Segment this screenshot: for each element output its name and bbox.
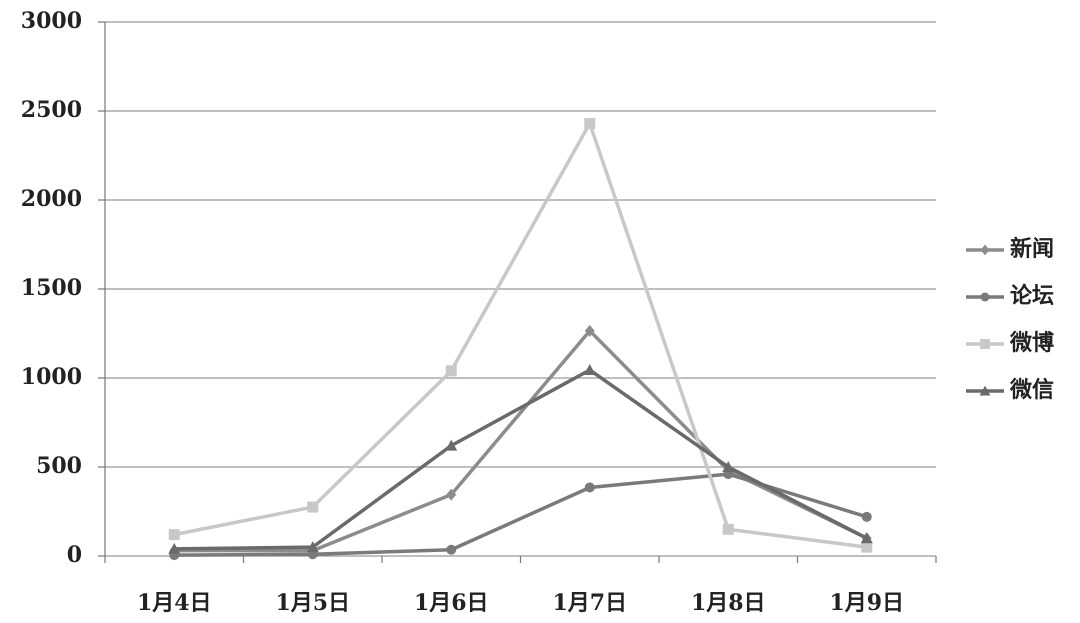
y-tick-label: 2000 — [21, 186, 82, 212]
y-tick-label: 1000 — [21, 364, 82, 390]
marker — [307, 501, 319, 513]
series-line — [173, 121, 867, 549]
legend-label: 新闻 — [1010, 236, 1054, 262]
series-line — [174, 472, 868, 557]
marker — [980, 339, 990, 349]
marker — [860, 532, 873, 544]
marker — [980, 292, 990, 302]
marker — [722, 523, 734, 535]
x-tick-label: 1月7日 — [552, 590, 627, 616]
marker — [306, 541, 319, 553]
marker — [583, 363, 596, 375]
legend-label: 论坛 — [1010, 283, 1054, 309]
marker — [584, 324, 595, 337]
x-tick-label: 1月5日 — [275, 590, 350, 616]
marker — [722, 461, 735, 472]
series-line — [174, 368, 868, 551]
marker — [584, 117, 596, 129]
legend-label: 微博 — [1009, 330, 1054, 356]
y-tick-label: 0 — [67, 542, 82, 568]
marker — [445, 439, 458, 451]
y-tick-label: 500 — [36, 453, 82, 479]
y-tick-label: 1500 — [21, 275, 82, 301]
marker — [446, 488, 457, 501]
marker — [168, 542, 181, 554]
marker — [168, 529, 180, 541]
x-tick-label: 1月8日 — [691, 590, 766, 616]
marker — [980, 244, 990, 256]
x-tick-label: 1月9日 — [829, 590, 904, 616]
y-tick-label: 3000 — [21, 8, 82, 34]
x-tick-label: 1月4日 — [137, 590, 212, 616]
marker — [979, 385, 991, 396]
marker — [446, 544, 457, 555]
marker — [445, 365, 457, 377]
x-tick-label: 1月6日 — [414, 590, 489, 616]
marker — [861, 511, 872, 522]
y-tick-label: 2500 — [21, 97, 82, 123]
marker — [584, 482, 595, 493]
legend-label: 微信 — [1009, 377, 1054, 403]
marker — [861, 541, 873, 553]
